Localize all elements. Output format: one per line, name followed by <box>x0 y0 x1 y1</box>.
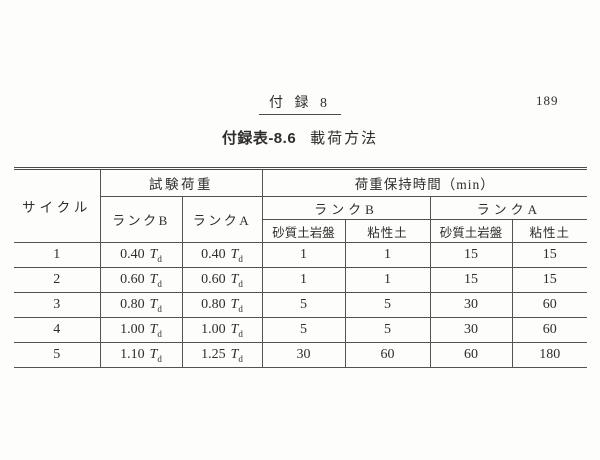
load-symbol: Td <box>149 297 162 314</box>
header-test-load: 試験荷重 <box>99 168 263 197</box>
cell-time-sandy-a: 30 <box>429 292 513 318</box>
load-value: 0.40 <box>120 247 145 262</box>
header-rank-a-time: ランクA <box>429 196 588 220</box>
cell-load-rank-a: 1.25 Td <box>181 342 263 368</box>
load-value: 1.10 <box>120 347 145 362</box>
cell-time-cohesive-b: 5 <box>344 317 431 343</box>
cell-time-sandy-b: 5 <box>261 292 346 318</box>
table-container: サイクル 試験荷重 荷重保持時間（min） ランクB ランクA ランクB ランク… <box>14 167 588 368</box>
load-symbol: Td <box>149 347 162 364</box>
table-row: 3 0.80 Td 0.80 Td 5 5 30 60 <box>14 292 588 318</box>
cell-load-rank-a: 1.00 Td <box>181 317 263 343</box>
cell-cycle: 2 <box>14 267 101 293</box>
table-caption-title: 載荷方法 <box>310 131 379 147</box>
running-head-text: 付 録 8 <box>259 92 341 115</box>
cell-time-cohesive-b: 1 <box>344 267 431 293</box>
header-sandy-soil-rock-a: 砂質土岩盤 <box>429 219 513 243</box>
load-symbol: Td <box>149 247 162 264</box>
header-cohesive-soil-b: 粘性土 <box>344 219 431 243</box>
cell-time-cohesive-a: 15 <box>511 242 588 268</box>
cell-time-cohesive-a: 60 <box>511 317 588 343</box>
table-row: 2 0.60 Td 0.60 Td 1 1 15 15 <box>14 267 588 293</box>
cell-load-rank-b: 0.60 Td <box>99 267 183 293</box>
header-cycle: サイクル <box>14 168 101 243</box>
cell-time-cohesive-b: 60 <box>344 342 431 368</box>
cell-time-sandy-a: 60 <box>429 342 513 368</box>
header-rank-a-load: ランクA <box>181 196 263 243</box>
cell-cycle: 4 <box>14 317 101 343</box>
cell-time-sandy-b: 5 <box>261 317 346 343</box>
cell-time-sandy-b: 30 <box>261 342 346 368</box>
table-caption-label: 付録表-8.6 <box>221 130 297 147</box>
load-value: 0.60 <box>201 272 226 287</box>
load-value: 0.60 <box>120 272 145 287</box>
loading-method-table: サイクル 試験荷重 荷重保持時間（min） ランクB ランクA ランクB ランク… <box>14 167 588 368</box>
cell-cycle: 1 <box>14 242 101 268</box>
cell-load-rank-a: 0.40 Td <box>181 242 263 268</box>
cell-time-cohesive-a: 15 <box>511 267 588 293</box>
cell-cycle: 5 <box>14 342 101 368</box>
cell-cycle: 3 <box>14 292 101 318</box>
load-symbol: Td <box>230 247 243 264</box>
load-value: 0.40 <box>201 247 226 262</box>
cell-time-sandy-a: 30 <box>429 317 513 343</box>
load-value: 0.80 <box>120 297 145 312</box>
cell-time-cohesive-a: 60 <box>511 292 588 318</box>
load-symbol: Td <box>230 322 243 339</box>
cell-time-cohesive-a: 180 <box>511 342 588 368</box>
table-caption: 付録表-8.6 載荷方法 <box>0 127 600 148</box>
load-symbol: Td <box>230 272 243 289</box>
cell-load-rank-b: 1.10 Td <box>99 342 183 368</box>
load-value: 1.00 <box>120 322 145 337</box>
cell-time-sandy-b: 1 <box>261 267 346 293</box>
table-row: 4 1.00 Td 1.00 Td 5 5 30 60 <box>14 317 588 343</box>
load-value: 1.25 <box>201 347 226 362</box>
header-cohesive-soil-a: 粘性土 <box>511 219 588 243</box>
page-number: 189 <box>536 93 559 108</box>
cell-time-sandy-a: 15 <box>429 242 513 268</box>
cell-time-sandy-a: 15 <box>429 267 513 293</box>
load-symbol: Td <box>149 272 162 289</box>
header-hold-time: 荷重保持時間（min） <box>261 168 588 197</box>
table-row: 5 1.10 Td 1.25 Td 30 60 60 180 <box>14 342 588 368</box>
table-row: 1 0.40 Td 0.40 Td 1 1 15 15 <box>14 242 588 268</box>
cell-load-rank-b: 0.80 Td <box>99 292 183 318</box>
cell-time-sandy-b: 1 <box>261 242 346 268</box>
load-symbol: Td <box>149 322 162 339</box>
cell-time-cohesive-b: 1 <box>344 242 431 268</box>
running-head: 付 録 8 <box>0 92 600 115</box>
load-symbol: Td <box>230 297 243 314</box>
cell-load-rank-b: 1.00 Td <box>99 317 183 343</box>
header-rank-b-time: ランクB <box>261 196 431 220</box>
cell-time-cohesive-b: 5 <box>344 292 431 318</box>
load-value: 0.80 <box>201 297 226 312</box>
load-value: 1.00 <box>201 322 226 337</box>
cell-load-rank-a: 0.80 Td <box>181 292 263 318</box>
header-rank-b-load: ランクB <box>99 196 183 243</box>
load-symbol: Td <box>230 347 243 364</box>
header-sandy-soil-rock-b: 砂質土岩盤 <box>261 219 346 243</box>
cell-load-rank-b: 0.40 Td <box>99 242 183 268</box>
cell-load-rank-a: 0.60 Td <box>181 267 263 293</box>
